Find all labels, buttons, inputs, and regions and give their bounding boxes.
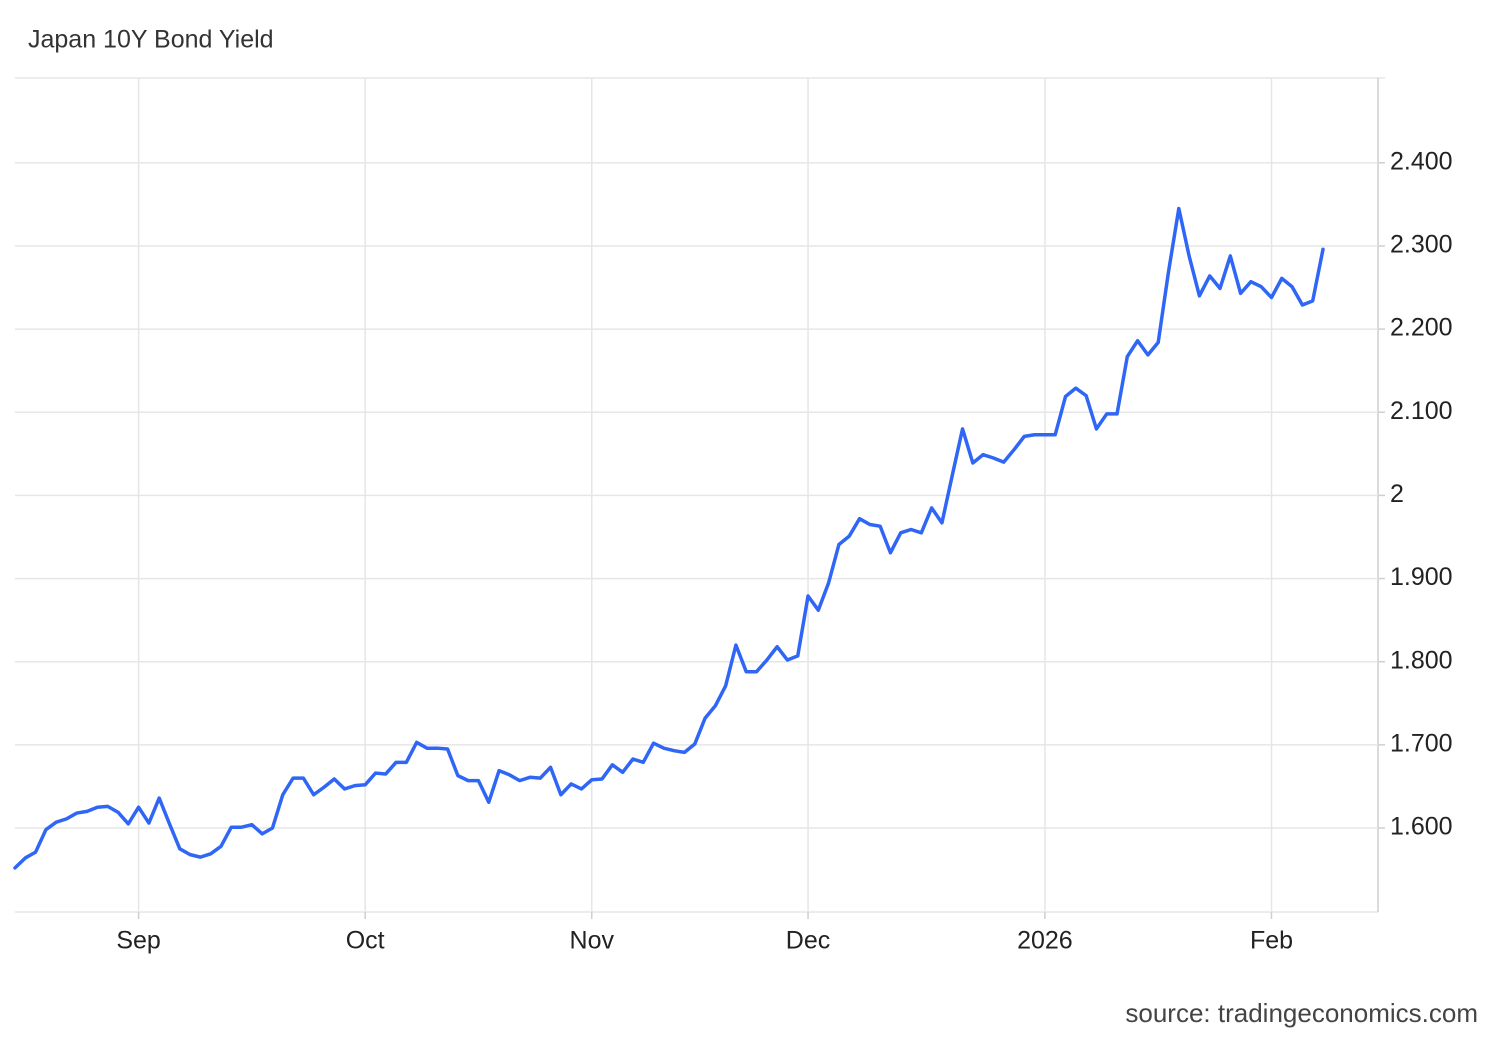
x-tick-label: Nov: [570, 927, 615, 955]
y-tick-label: 2.200: [1390, 314, 1453, 342]
y-tick-label: 1.800: [1390, 646, 1453, 674]
x-tick-label: Oct: [346, 927, 385, 955]
x-tick-label: Dec: [786, 927, 830, 955]
x-tick-label: Sep: [116, 927, 160, 955]
y-tick-label: 1.700: [1390, 729, 1453, 757]
y-tick-label: 2.100: [1390, 397, 1453, 425]
y-tick-label: 2.300: [1390, 231, 1453, 259]
x-tick-label: Feb: [1250, 927, 1293, 955]
y-tick-label: 2.400: [1390, 147, 1453, 175]
source-note: source: tradingeconomics.com: [1125, 998, 1478, 1028]
y-tick-label: 1.900: [1390, 563, 1453, 591]
y-tick-label: 2: [1390, 480, 1404, 508]
data-line: [13, 206, 1325, 870]
y-tick-label: 1.600: [1390, 813, 1453, 841]
x-tick-label: 2026: [1017, 927, 1073, 955]
chart-title: Japan 10Y Bond Yield: [28, 26, 274, 54]
